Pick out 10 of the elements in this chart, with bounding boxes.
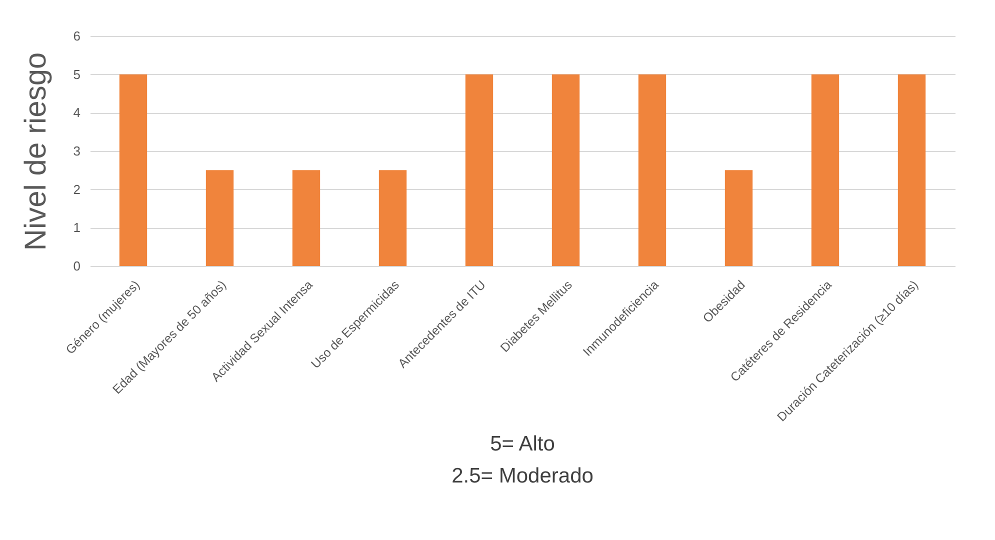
y-tick-label: 0	[73, 258, 80, 274]
y-tick-label: 1	[73, 220, 80, 236]
y-axis-title: Nivel de riesgo	[19, 52, 52, 251]
text: 2.5= Moderado	[452, 464, 594, 488]
y-tick-label: 3	[73, 144, 80, 158]
y-tick-label: 4	[73, 105, 80, 120]
text: 5= Alto	[490, 432, 555, 456]
y-tick-label: 2	[73, 182, 80, 197]
y-tick-label: 6	[73, 28, 80, 44]
y-tick-label: 5	[73, 66, 80, 82]
